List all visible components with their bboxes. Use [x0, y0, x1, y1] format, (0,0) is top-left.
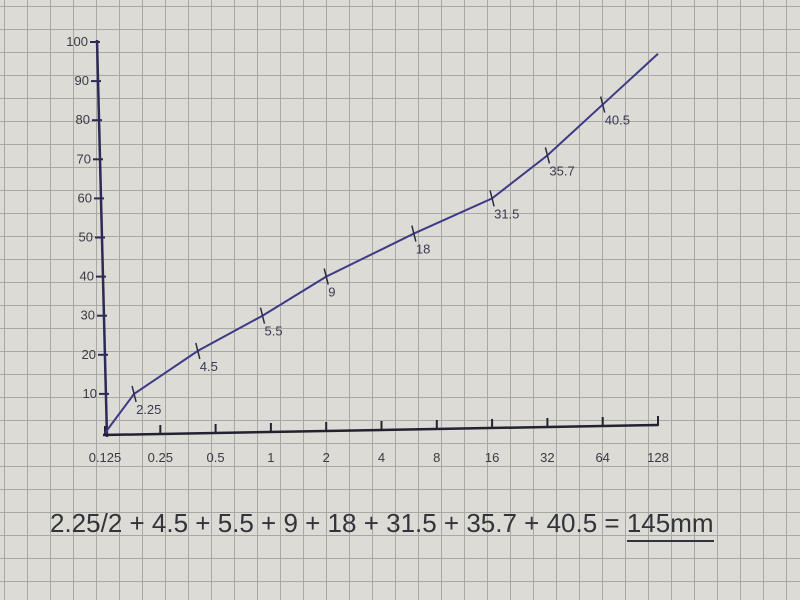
x-tick-label: 4	[378, 450, 385, 465]
x-tick-label: 0.5	[207, 450, 225, 465]
sum-equation: 2.25/2 + 4.5 + 5.5 + 9 + 18 + 31.5 + 35.…	[50, 508, 780, 542]
data-point-mark	[131, 385, 137, 403]
data-point-mark	[489, 190, 495, 207]
y-tick-label: 100	[66, 34, 88, 49]
x-tick-label: 0.25	[148, 450, 173, 465]
equation-expression: 2.25/2 + 4.5 + 5.5 + 9 + 18 + 31.5 + 35.…	[50, 508, 620, 538]
y-tick-label: 40	[80, 269, 94, 284]
data-point-mark	[599, 96, 606, 113]
data-point-label: 4.5	[200, 359, 218, 374]
x-tick-label: 1	[267, 450, 274, 465]
data-point-label: 40.5	[605, 113, 630, 128]
y-tick-label: 50	[79, 230, 93, 245]
data-point-label: 35.7	[549, 163, 574, 178]
y-tick-label: 10	[83, 386, 97, 401]
x-tick-label: 2	[323, 450, 330, 465]
data-point-mark	[259, 307, 266, 324]
data-point-label: 18	[416, 242, 430, 257]
data-point-label: 9	[328, 285, 335, 300]
x-tick-label: 8	[433, 450, 440, 465]
x-tick-label: 16	[485, 450, 499, 465]
data-point-label: 5.5	[264, 324, 282, 339]
data-point-mark	[195, 342, 201, 360]
x-tick-label: 64	[595, 450, 609, 465]
data-point-mark	[411, 225, 417, 242]
data-point-mark	[323, 268, 329, 285]
data-point-mark	[544, 147, 551, 164]
y-tick-label: 80	[76, 112, 90, 127]
series-line	[104, 52, 659, 434]
x-tick-label: 128	[647, 450, 669, 465]
y-tick-label: 60	[78, 190, 92, 205]
x-tick-label: 32	[540, 450, 554, 465]
data-point-label: 31.5	[494, 206, 519, 221]
equation-result: 145mm	[626, 508, 714, 542]
y-tick-label: 20	[82, 347, 96, 362]
y-tick-label: 90	[75, 73, 89, 88]
data-point-label: 2.25	[136, 402, 161, 417]
x-tick-label: 0.125	[89, 450, 122, 465]
y-tick-label: 30	[81, 308, 95, 323]
y-tick-label: 70	[77, 151, 91, 166]
